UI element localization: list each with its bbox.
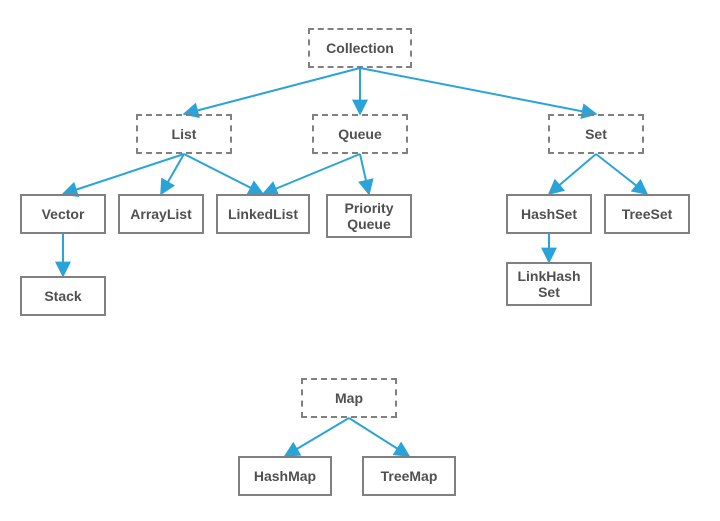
node-map: Map <box>301 378 397 418</box>
edge-map-hashmap <box>285 418 349 456</box>
node-label: List <box>172 126 197 142</box>
node-label: Queue <box>338 126 382 142</box>
node-label: Map <box>335 390 363 406</box>
edge-list-linkedlist <box>184 154 263 194</box>
node-list: List <box>136 114 232 154</box>
node-priorityqueue: Priority Queue <box>326 194 412 238</box>
edge-collection-list <box>184 68 360 114</box>
node-linkedlist: LinkedList <box>216 194 310 234</box>
edge-queue-linkedlist <box>263 154 360 194</box>
edge-set-hashset <box>549 154 596 194</box>
edge-list-vector <box>63 154 184 194</box>
node-label: Stack <box>44 288 81 304</box>
node-label: Collection <box>326 40 394 56</box>
node-label: ArrayList <box>130 206 191 222</box>
node-label: TreeSet <box>622 206 673 222</box>
node-label: HashSet <box>521 206 577 222</box>
edge-collection-set <box>360 68 596 114</box>
node-set: Set <box>548 114 644 154</box>
node-vector: Vector <box>20 194 106 234</box>
node-treemap: TreeMap <box>362 456 456 496</box>
edge-map-treemap <box>349 418 409 456</box>
node-label: LinkHash Set <box>517 268 580 300</box>
node-queue: Queue <box>312 114 408 154</box>
node-hashmap: HashMap <box>238 456 332 496</box>
edge-set-treeset <box>596 154 647 194</box>
node-label: HashMap <box>254 468 316 484</box>
node-arraylist: ArrayList <box>118 194 204 234</box>
node-stack: Stack <box>20 276 106 316</box>
node-label: Set <box>585 126 607 142</box>
node-hashset: HashSet <box>506 194 592 234</box>
node-linkhashset: LinkHash Set <box>506 262 592 306</box>
edge-queue-priorityqueue <box>360 154 369 194</box>
node-collection: Collection <box>308 28 412 68</box>
node-treeset: TreeSet <box>604 194 690 234</box>
node-label: TreeMap <box>381 468 438 484</box>
node-label: Vector <box>42 206 85 222</box>
edges-layer <box>0 0 720 521</box>
node-label: Priority Queue <box>344 200 393 232</box>
node-label: LinkedList <box>228 206 298 222</box>
